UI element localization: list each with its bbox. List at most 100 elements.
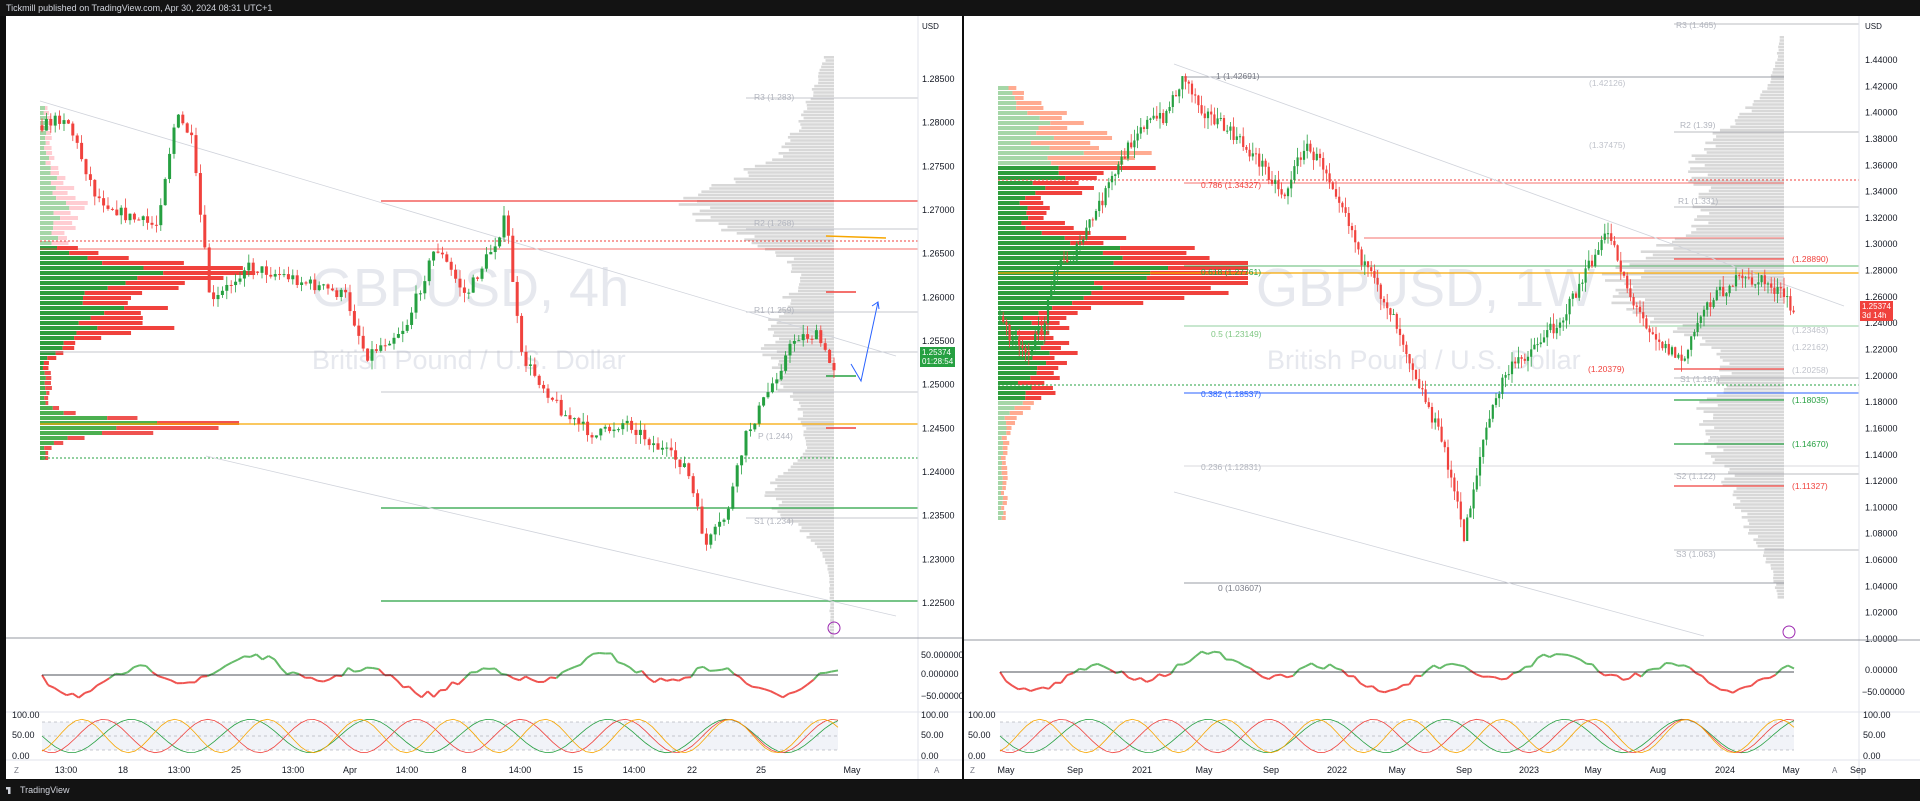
L-osc-seg-21 [170, 679, 178, 685]
L-gp-row-31 [783, 155, 834, 158]
R-gp-row-159 [1757, 544, 1784, 548]
R-ytick-2: 1.40000 [1865, 108, 1898, 118]
L-candle-body-58 [295, 275, 299, 285]
right-time-axis[interactable]: May Sep 2021 May Sep 2022 May Sep 2023 May Aug 2024… [997, 765, 1866, 775]
L-candle-body-143 [669, 447, 673, 451]
L-candle-body-139 [652, 443, 656, 446]
L-vp-row-a-2 [40, 116, 46, 120]
L-candle-body-173 [801, 334, 805, 341]
left-auto-scale-button[interactable]: A [934, 766, 940, 775]
left-price-axis[interactable]: 1.28500 1.28000 1.27500 1.27000 1.26500 1.260… [922, 74, 955, 608]
L-vp-row-b-52 [42, 366, 49, 370]
L-vp-row-b-4 [46, 126, 52, 130]
right-zoom-button[interactable]: Z [970, 766, 975, 775]
L-vp-row-a-18 [40, 196, 57, 200]
R-osc-seg-31 [1188, 655, 1197, 663]
R-gp-row-157 [1753, 538, 1784, 541]
left-candles [40, 110, 836, 551]
L-osc-seg-9 [96, 681, 104, 687]
R-osc-seg-76 [1463, 665, 1471, 672]
L-gp-row-181 [830, 635, 834, 638]
L-gp-row-160 [827, 568, 834, 571]
L-gp-row-34 [754, 164, 834, 168]
L-candle-body-46 [242, 270, 246, 279]
L-ytick-2: 1.27500 [922, 161, 955, 171]
L-ytick-7: 1.25000 [922, 380, 955, 390]
R-candle-body-97 [1309, 143, 1312, 152]
L-gp-row-16 [807, 107, 834, 110]
right-pivot-s1: S1 (1.197) [1680, 374, 1720, 384]
L-vp-row-b-30 [87, 256, 129, 260]
R-candle-body-65 [1206, 111, 1210, 119]
R-candle-body-161 [1514, 361, 1517, 364]
R-candle-body-112 [1357, 242, 1360, 250]
L-osc-seg-120 [776, 693, 784, 699]
right-chart-svg[interactable]: GBPUSD, 1W British Pound / U.S. Dollar [964, 16, 1920, 779]
R-osc-seg-34 [1207, 650, 1215, 655]
R-osc-seg-74 [1451, 662, 1459, 666]
L-candle-body-117 [555, 399, 559, 401]
R-candle-body-234 [1747, 277, 1750, 279]
R-candle-body-79 [1251, 153, 1254, 157]
R-gp-row-5 [1776, 52, 1784, 55]
R-vp-row-a-46 [998, 316, 1023, 320]
L-gp-row-26 [790, 139, 834, 142]
R-candle-body-128 [1408, 354, 1411, 364]
L-osc-seg-67 [451, 681, 459, 686]
right-chart-pane[interactable]: GBPUSD, 1W British Pound / U.S. Dollar [964, 16, 1920, 779]
R-vp-row-b-10 [1053, 136, 1113, 140]
R-candle-body-246 [1786, 296, 1789, 298]
right-current-price-tag: 1.25374 3d 14h [1860, 301, 1893, 321]
R-gp-row-137 [1734, 474, 1784, 477]
R-candle-body-169 [1539, 342, 1542, 345]
L-candle-body-119 [564, 415, 568, 417]
R-vp-row-b-23 [1019, 201, 1044, 205]
left-zoom-button[interactable]: Z [14, 766, 19, 775]
L-gp-row-82 [768, 318, 834, 321]
R-candle-body-110 [1350, 226, 1354, 231]
R-xtick-10: Aug [1650, 765, 1666, 775]
tradingview-logo[interactable]: TradingView [6, 780, 70, 801]
L-vp-row-b-53 [44, 371, 51, 375]
R-candle-body-16 [1050, 289, 1053, 298]
R-gp-row-160 [1764, 548, 1784, 551]
L-osc-seg-30 [225, 661, 233, 667]
R-candle-body-180 [1574, 293, 1578, 298]
R-vp-row-a-9 [998, 131, 1037, 135]
left-current-price: 1.25374 [922, 348, 951, 357]
R-gp-row-11 [1772, 71, 1784, 74]
L-gp-row-111 [802, 411, 834, 414]
right-auto-scale-button[interactable]: A [1832, 766, 1838, 775]
R-candle-body-7 [1021, 345, 1024, 348]
L-vp-row-b-32 [143, 266, 243, 270]
R-gp-row-77 [1624, 282, 1784, 285]
L-gp-row-41 [709, 187, 834, 190]
R-candle-body-201 [1642, 312, 1645, 319]
L-candle-body-37 [203, 214, 207, 248]
L-candle-body-110 [524, 351, 528, 366]
left-time-axis[interactable]: 13:00 18 13:00 25 13:00 Apr 14:00 8 14:00 15 14:00… [55, 765, 861, 775]
L-gp-row-96 [778, 363, 834, 366]
left-replay-icon[interactable] [827, 621, 841, 635]
R-gp-row-97 [1711, 346, 1784, 349]
L-gp-row-15 [806, 104, 834, 107]
R-gp-row-128 [1716, 445, 1784, 449]
L-candle-body-166 [770, 383, 774, 393]
L-gp-row-108 [798, 401, 834, 405]
R-candle-body-126 [1402, 335, 1405, 345]
R-osc-seg-3 [1018, 687, 1025, 691]
left-chart-svg[interactable]: GBPUSD, 4h British Pound / U.S. Dollar [6, 16, 962, 779]
R-gp-row-22 [1745, 106, 1784, 109]
R-candle-body-195 [1622, 271, 1626, 276]
right-replay-icon[interactable] [1782, 625, 1796, 639]
L-candle-body-100 [480, 268, 484, 279]
L-vp-row-a-41 [40, 311, 105, 315]
R-gp-row-129 [1723, 448, 1784, 452]
left-chart-pane[interactable]: GBPUSD, 4h British Pound / U.S. Dollar [6, 16, 962, 779]
L-osc-seg-107 [696, 665, 704, 670]
R-gp-row-72 [1615, 266, 1784, 269]
R-gp-row-112 [1716, 394, 1784, 397]
R-candle-body-75 [1238, 136, 1242, 138]
right-price-axis[interactable]: 1.44000 1.42000 1.40000 1.38000 1.36000 1.340… [1865, 55, 1898, 644]
R-gp-row-42 [1688, 170, 1784, 173]
